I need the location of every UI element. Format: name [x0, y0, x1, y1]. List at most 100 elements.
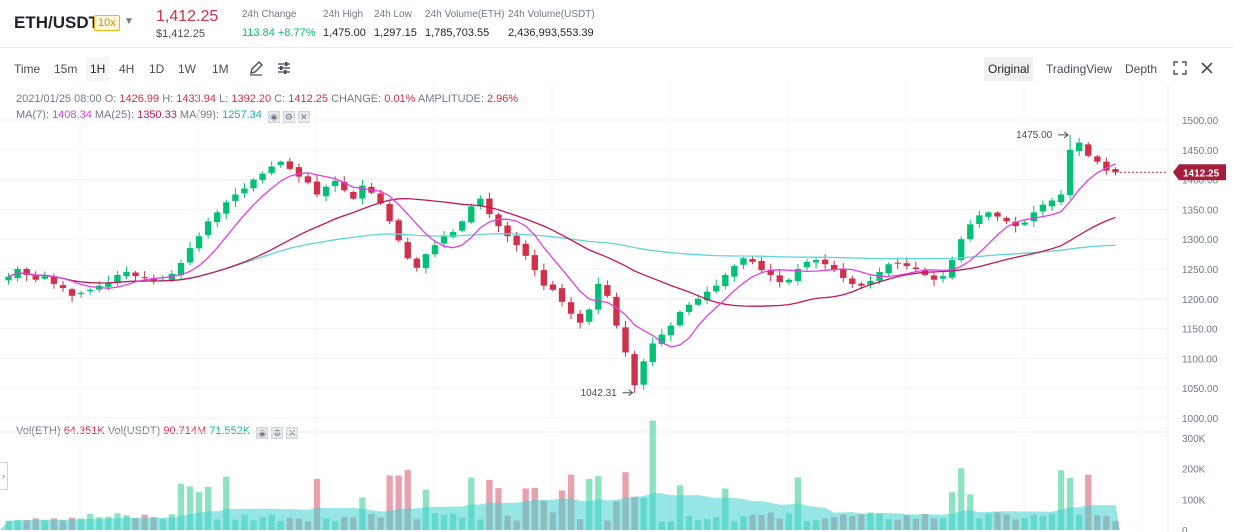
- candle-body: [1057, 194, 1065, 203]
- candle-body: [5, 276, 12, 281]
- volume-bar: [223, 476, 230, 530]
- pencil-icon[interactable]: [244, 57, 268, 81]
- volume-bar: [948, 492, 956, 530]
- candle-body: [740, 258, 747, 265]
- candle-body: [1012, 221, 1019, 227]
- eye-icon[interactable]: ◉: [256, 427, 269, 439]
- candle-body: [204, 221, 212, 236]
- candle-body: [404, 242, 411, 259]
- view-tradingview[interactable]: TradingView: [1046, 62, 1113, 76]
- sliders-icon[interactable]: [272, 57, 296, 81]
- candle-body: [141, 277, 148, 279]
- last-price: 1,412.25: [156, 8, 219, 25]
- price-tick-label: 1050.00: [1182, 384, 1219, 395]
- candle-body: [1048, 200, 1056, 207]
- fullscreen-icon[interactable]: [1169, 57, 1191, 81]
- pair-symbol[interactable]: ETH/USDT: [14, 13, 99, 32]
- candle-body: [331, 180, 339, 187]
- interval-time[interactable]: Time: [14, 62, 41, 76]
- chevron-right-icon[interactable]: ›: [0, 462, 8, 490]
- price-tick-label: 1200.00: [1182, 295, 1219, 306]
- interval-1m[interactable]: 1M: [212, 62, 229, 76]
- arrow-right-icon: [1058, 131, 1069, 139]
- view-depth[interactable]: Depth: [1125, 62, 1158, 76]
- candle-body: [939, 276, 947, 279]
- candle-body: [667, 325, 675, 336]
- view-original[interactable]: Original: [984, 57, 1034, 81]
- candle-body: [1112, 169, 1119, 173]
- candle-body: [676, 311, 684, 326]
- candle-body: [286, 161, 293, 169]
- candle-body: [658, 334, 665, 344]
- candle-body: [440, 236, 448, 244]
- candle-body: [449, 232, 457, 238]
- candle-body: [268, 166, 275, 173]
- candle-body: [1103, 161, 1110, 171]
- candle-body: [413, 258, 421, 268]
- candle-body: [50, 276, 58, 284]
- candle-body: [885, 264, 892, 274]
- candle-body: [976, 215, 983, 224]
- candle-body: [1075, 142, 1083, 152]
- candle-body: [576, 313, 584, 323]
- chart-toolbar: Time 15m 1H 4H 1D 1W 1M Original Trading…: [0, 57, 1233, 81]
- interval-1d[interactable]: 1D: [149, 62, 165, 76]
- interval-1h[interactable]: 1H: [86, 57, 110, 81]
- candle-body: [613, 296, 620, 326]
- close-icon[interactable]: ✕: [286, 427, 299, 439]
- candle-body: [631, 354, 638, 386]
- candle-body: [649, 343, 656, 363]
- settings-icon[interactable]: ⚙: [271, 427, 284, 439]
- chevron-down-icon[interactable]: ▼: [124, 16, 134, 27]
- candle-body: [377, 193, 384, 204]
- candle-body: [495, 214, 502, 227]
- candle-body: [958, 239, 965, 261]
- interval-1w[interactable]: 1W: [178, 62, 196, 76]
- candle-body: [640, 361, 647, 385]
- candle-body: [821, 259, 829, 265]
- candle-body: [595, 283, 602, 310]
- volume-bar: [958, 468, 965, 530]
- candle-body: [540, 270, 548, 286]
- last-price-usd: $1,412.25: [156, 28, 205, 40]
- candle-body: [722, 274, 729, 287]
- candle-body: [105, 282, 112, 287]
- interval-4h[interactable]: 4H: [119, 62, 135, 76]
- candle-body: [1003, 217, 1010, 222]
- price-tick-label: 1100.00: [1182, 354, 1218, 365]
- candle-body: [586, 309, 593, 322]
- candle-body: [223, 202, 230, 214]
- candle-body: [59, 285, 67, 289]
- candle-body: [195, 236, 203, 249]
- candle-body: [604, 285, 611, 296]
- stat-24h-high: 24h High 1,475.00: [323, 9, 366, 39]
- volume-tick-label: 100K: [1182, 495, 1206, 506]
- candlestick-chart[interactable]: 1500.00 1450.00 1400.00 1350.00 1300.00 1250.…: [0, 84, 1233, 532]
- interval-15m[interactable]: 15m: [54, 62, 78, 76]
- candle-body: [912, 267, 920, 269]
- candle-body: [486, 198, 493, 215]
- candle-body: [177, 263, 185, 276]
- volume-bar: [386, 475, 393, 530]
- candle-body: [713, 285, 720, 292]
- close-icon[interactable]: [1196, 57, 1218, 81]
- candle-body: [313, 181, 321, 195]
- stat-24h-volume-eth: 24h Volume(ETH) 1,785,703.55: [425, 9, 505, 39]
- volume-bar: [186, 486, 194, 530]
- candle-body: [504, 225, 511, 237]
- stat-24h-volume-usdt: 24h Volume(USDT) 2,436,993,553.39: [508, 9, 595, 39]
- candle-body: [41, 276, 49, 279]
- candle-body: [468, 206, 475, 223]
- candle-body: [459, 221, 466, 231]
- price-tick-label: 1500.00: [1182, 116, 1219, 127]
- candle-body: [894, 262, 901, 264]
- candle-body: [341, 181, 348, 191]
- ma25-line: [8, 197, 1116, 307]
- ma-legend: MA(7): 1408.34 MA(25): 1350.33 MA(99): 1…: [16, 109, 310, 123]
- candle-body: [422, 254, 430, 269]
- candle-body: [68, 289, 76, 296]
- volume-bar: [177, 483, 185, 530]
- candle-body: [694, 298, 702, 305]
- current-price-label: 1412.25: [1183, 168, 1220, 179]
- leverage-badge[interactable]: 10x: [94, 15, 120, 31]
